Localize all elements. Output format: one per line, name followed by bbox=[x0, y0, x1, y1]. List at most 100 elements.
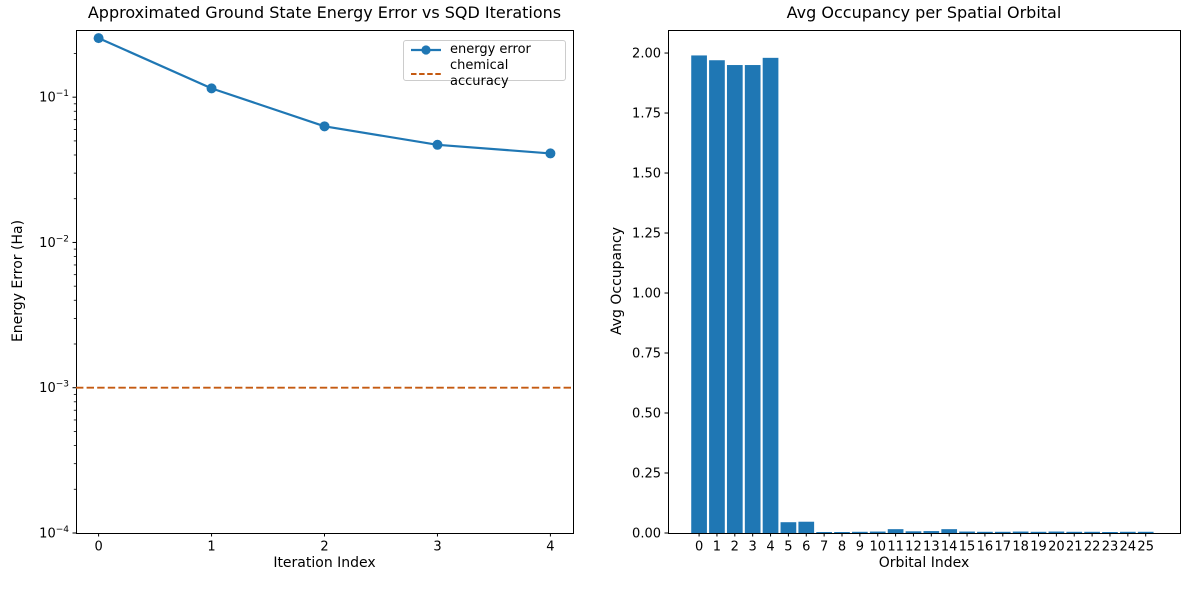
x-tick-label: 17 bbox=[995, 540, 1012, 555]
left-y-axis-label: Energy Error (Ha) bbox=[10, 219, 26, 343]
solid-line-marker-sample-icon bbox=[411, 45, 441, 55]
x-tick-label: 5 bbox=[784, 540, 792, 555]
bar-orbital-16 bbox=[977, 531, 993, 533]
x-tick-label: 4 bbox=[766, 540, 774, 555]
bar-orbital-24 bbox=[1119, 531, 1136, 533]
data-point-marker bbox=[545, 148, 556, 159]
data-point-marker bbox=[206, 83, 217, 94]
bar-orbital-17 bbox=[994, 531, 1011, 533]
bar-orbital-9 bbox=[852, 531, 868, 533]
y-tick-label: 0.50 bbox=[632, 407, 661, 422]
bar-orbital-25 bbox=[1137, 531, 1154, 533]
legend-entry-energy-error: energy error bbox=[410, 42, 559, 58]
bar-orbital-14 bbox=[941, 529, 958, 533]
bar-orbital-10 bbox=[869, 531, 886, 533]
x-tick-label: 3 bbox=[433, 540, 441, 555]
x-tick-label: 6 bbox=[802, 540, 810, 555]
y-tick-label: 2.00 bbox=[632, 47, 661, 62]
left-x-axis-label: Iteration Index bbox=[273, 555, 376, 571]
x-tick-label: 0 bbox=[94, 540, 102, 555]
bar-orbital-22 bbox=[1084, 531, 1100, 533]
data-point-marker bbox=[93, 33, 104, 44]
right-axes bbox=[668, 30, 1181, 534]
bar-orbital-13 bbox=[923, 531, 940, 533]
x-tick-label: 11 bbox=[887, 540, 904, 555]
data-point-marker bbox=[432, 139, 443, 150]
right-y-axis: 0.00 0.25 0.50 0.75 1.00 1.25 1.50 1.75 2.00 bbox=[632, 47, 668, 542]
legend-label-chemical-accuracy: chemical accuracy bbox=[450, 58, 509, 89]
x-tick-label: 19 bbox=[1030, 540, 1047, 555]
bar-orbital-19 bbox=[1030, 531, 1047, 533]
x-tick-label: 10 bbox=[869, 540, 886, 555]
y-tick-label: 10−2 bbox=[39, 234, 69, 251]
legend: energy error chemical accuracy bbox=[403, 40, 566, 89]
x-tick-label: 21 bbox=[1066, 540, 1083, 555]
x-tick-label: 22 bbox=[1084, 540, 1101, 555]
y-tick-label: 0.25 bbox=[632, 467, 661, 482]
x-tick-label: 1 bbox=[207, 540, 215, 555]
bar-orbital-2 bbox=[726, 65, 743, 533]
energy-error-chart: 10−1 10−2 10−3 10−4 0 1 2 3 4 bbox=[39, 30, 574, 555]
x-tick-label: 12 bbox=[905, 540, 922, 555]
y-tick-label: 1.00 bbox=[632, 287, 661, 302]
bar-orbital-21 bbox=[1066, 531, 1083, 533]
right-chart-title: Avg Occupancy per Spatial Orbital bbox=[786, 3, 1062, 22]
dashed-line-sample-icon bbox=[411, 73, 441, 75]
y-tick-label: 0.75 bbox=[632, 347, 661, 362]
left-y-axis: 10−1 10−2 10−3 10−4 bbox=[39, 53, 76, 542]
x-tick-label: 20 bbox=[1048, 540, 1065, 555]
x-tick-label: 25 bbox=[1137, 540, 1154, 555]
bar-orbital-5 bbox=[780, 522, 797, 533]
y-tick-label: 1.25 bbox=[632, 227, 661, 242]
bar-orbital-3 bbox=[744, 65, 761, 533]
x-tick-label: 2 bbox=[320, 540, 328, 555]
left-chart-title: Approximated Ground State Energy Error v… bbox=[87, 3, 562, 22]
x-tick-label: 16 bbox=[977, 540, 994, 555]
bar-orbital-12 bbox=[905, 531, 922, 533]
x-tick-label: 18 bbox=[1012, 540, 1029, 555]
left-x-axis: 0 1 2 3 4 bbox=[94, 533, 555, 555]
bar-orbital-6 bbox=[798, 521, 815, 533]
x-tick-label: 8 bbox=[838, 540, 846, 555]
x-tick-label: 24 bbox=[1120, 540, 1137, 555]
y-tick-label: 0.00 bbox=[632, 527, 661, 542]
right-x-axis: 0 1 2 3 4 5 6 7 8 9 10 11 12 13 14 15 16 17 18 19 20 21 22 23 24… bbox=[695, 533, 1154, 555]
bar-orbital-23 bbox=[1102, 532, 1118, 533]
y-tick-label: 10−1 bbox=[39, 89, 69, 106]
y-tick-label: 10−4 bbox=[39, 525, 69, 542]
y-tick-label: 1.50 bbox=[632, 167, 661, 182]
left-axes bbox=[76, 30, 574, 534]
left-series bbox=[76, 33, 573, 389]
x-tick-label: 0 bbox=[695, 540, 703, 555]
x-tick-label: 1 bbox=[713, 540, 721, 555]
bar-orbital-4 bbox=[762, 57, 779, 533]
x-tick-label: 15 bbox=[959, 540, 976, 555]
bar-orbital-18 bbox=[1012, 531, 1029, 533]
x-tick-label: 14 bbox=[941, 540, 958, 555]
bar-orbital-15 bbox=[959, 531, 975, 533]
bar-orbital-11 bbox=[887, 529, 904, 533]
y-tick-label: 1.75 bbox=[632, 107, 661, 122]
x-tick-label: 2 bbox=[731, 540, 739, 555]
right-x-axis-label: Orbital Index bbox=[878, 555, 970, 571]
x-tick-label: 13 bbox=[923, 540, 940, 555]
bar-orbital-0 bbox=[691, 55, 707, 533]
x-tick-label: 9 bbox=[856, 540, 864, 555]
bar-orbital-20 bbox=[1048, 531, 1065, 533]
x-tick-label: 23 bbox=[1102, 540, 1119, 555]
x-tick-label: 7 bbox=[820, 540, 828, 555]
legend-entry-chemical-accuracy: chemical accuracy bbox=[410, 58, 559, 90]
legend-label-energy-error: energy error bbox=[450, 42, 531, 57]
occupancy-bars bbox=[691, 55, 1154, 533]
bar-orbital-1 bbox=[709, 60, 725, 533]
right-y-axis-label: Avg Occupancy bbox=[609, 227, 625, 335]
x-tick-label: 4 bbox=[546, 540, 554, 555]
bar-orbital-7 bbox=[816, 532, 832, 533]
data-point-marker bbox=[319, 121, 330, 132]
y-tick-label: 10−3 bbox=[39, 380, 69, 397]
occupancy-bar-chart: 0.000.250.500.751.001.251.501.752.000 1 2 3… bbox=[632, 30, 1181, 555]
bar-orbital-8 bbox=[834, 532, 850, 533]
x-tick-label: 3 bbox=[749, 540, 757, 555]
